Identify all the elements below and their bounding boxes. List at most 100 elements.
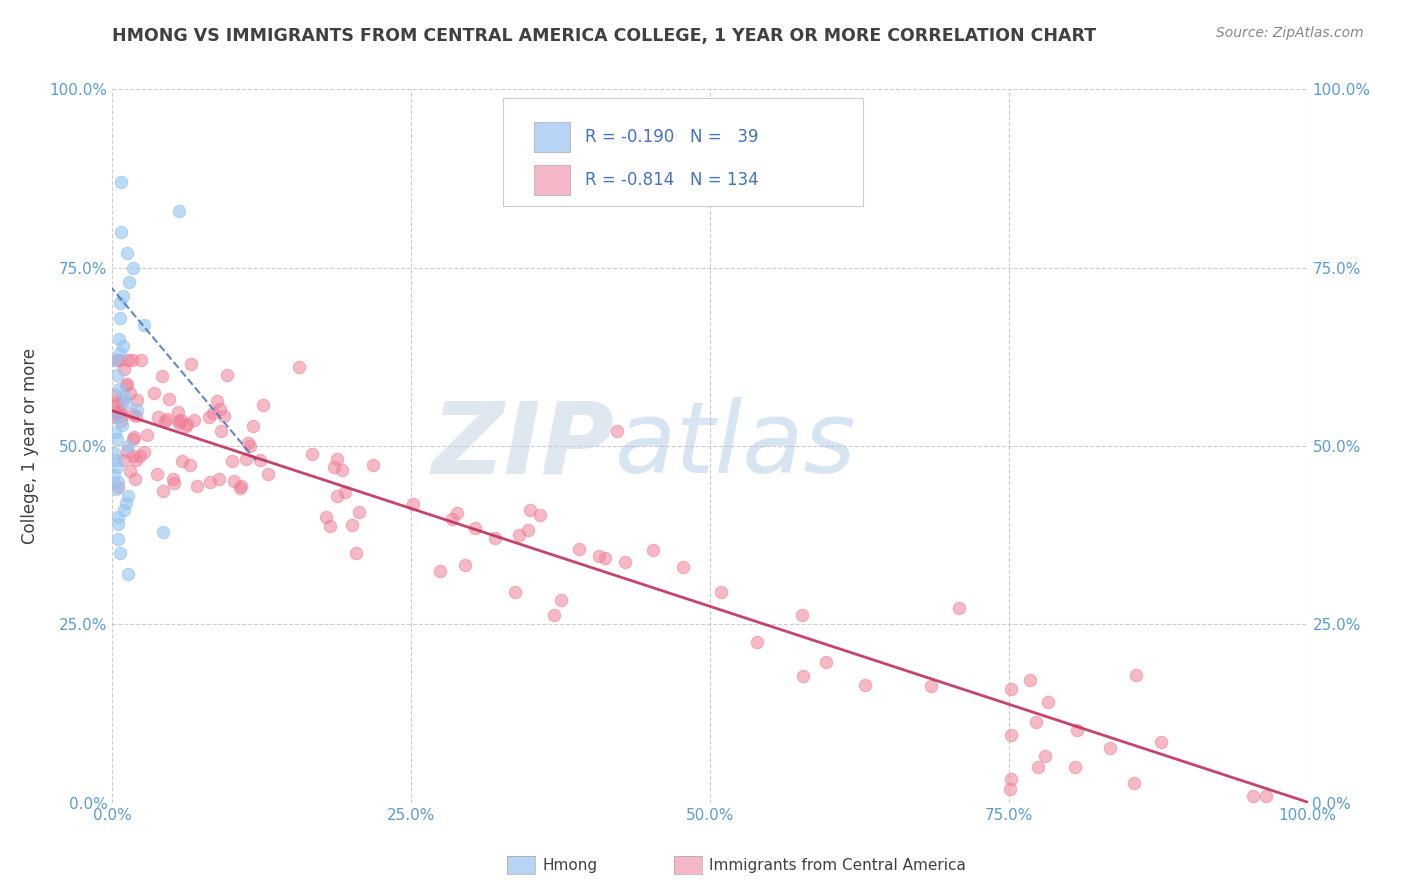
Point [105,353,128,368]
Point [117,353,139,368]
Point [402,497,425,511]
Point [122,430,145,444]
Point [529,508,551,522]
Point [503,585,526,599]
Point [117,567,139,582]
Point [1254,789,1277,803]
Point [104,388,127,402]
Point [998,782,1021,797]
Point [710,584,733,599]
Point [1125,667,1147,681]
Text: R = -0.814   N = 134: R = -0.814 N = 134 [585,171,758,189]
Point [105,460,128,475]
Point [117,489,139,503]
Point [1150,735,1173,749]
Point [118,464,141,478]
Point [105,410,128,425]
Point [152,483,174,498]
Point [121,353,143,368]
Text: Source: ZipAtlas.com: Source: ZipAtlas.com [1216,26,1364,40]
Point [176,417,198,432]
Point [104,425,127,439]
Point [112,289,135,303]
Point [117,377,139,392]
Point [1036,695,1059,709]
Point [319,519,342,533]
Point [105,368,128,382]
Point [167,414,190,428]
Point [231,479,253,493]
Point [121,449,143,463]
Point [550,592,572,607]
Point [122,433,145,447]
Point [103,467,125,482]
Text: atlas: atlas [614,398,856,494]
Point [323,459,346,474]
Point [108,310,131,325]
FancyBboxPatch shape [534,122,571,152]
Point [125,393,148,408]
Point [124,472,146,486]
Point [672,560,695,574]
Point [103,410,125,425]
Point [212,409,235,423]
Point [429,564,451,578]
Point [1019,673,1042,687]
Point [301,447,323,461]
Point [238,436,260,450]
Point [111,339,134,353]
Point [330,463,353,477]
Point [1066,723,1088,737]
Point [111,417,134,432]
Point [198,410,221,425]
Point [135,427,157,442]
Point [172,454,194,468]
Point [169,416,191,430]
Point [120,386,142,401]
Point [174,419,197,434]
Point [1000,772,1022,787]
Point [1122,776,1144,790]
Point [315,509,337,524]
Point [128,449,150,463]
Point [157,392,180,406]
Point [156,411,179,425]
Point [103,446,125,460]
FancyBboxPatch shape [534,165,571,195]
Point [508,528,530,542]
Point [228,482,250,496]
Point [792,668,814,682]
Point [112,503,135,517]
Point [115,496,138,510]
Point [326,451,349,466]
Point [122,407,145,421]
Point [179,458,201,472]
Point [107,475,129,489]
Point [790,608,813,623]
Point [105,398,128,412]
Point [207,393,229,408]
Point [107,480,129,494]
Point [112,389,135,403]
Point [153,414,176,428]
Point [108,546,131,560]
Point [110,175,132,189]
Point [108,382,131,396]
Point [288,359,311,374]
Text: Hmong: Hmong [543,858,598,872]
Point [344,546,367,560]
Point [105,432,128,446]
Point [125,403,148,417]
Point [134,445,156,459]
Point [107,532,129,546]
Point [326,489,349,503]
Point [440,512,463,526]
Point [464,521,486,535]
Point [239,439,262,453]
Point [152,524,174,539]
Point [117,275,139,289]
Point [745,635,768,649]
Text: HMONG VS IMMIGRANTS FROM CENTRAL AMERICA COLLEGE, 1 YEAR OR MORE CORRELATION CHA: HMONG VS IMMIGRANTS FROM CENTRAL AMERICA… [112,27,1097,45]
Point [209,402,232,417]
Point [1064,759,1087,773]
